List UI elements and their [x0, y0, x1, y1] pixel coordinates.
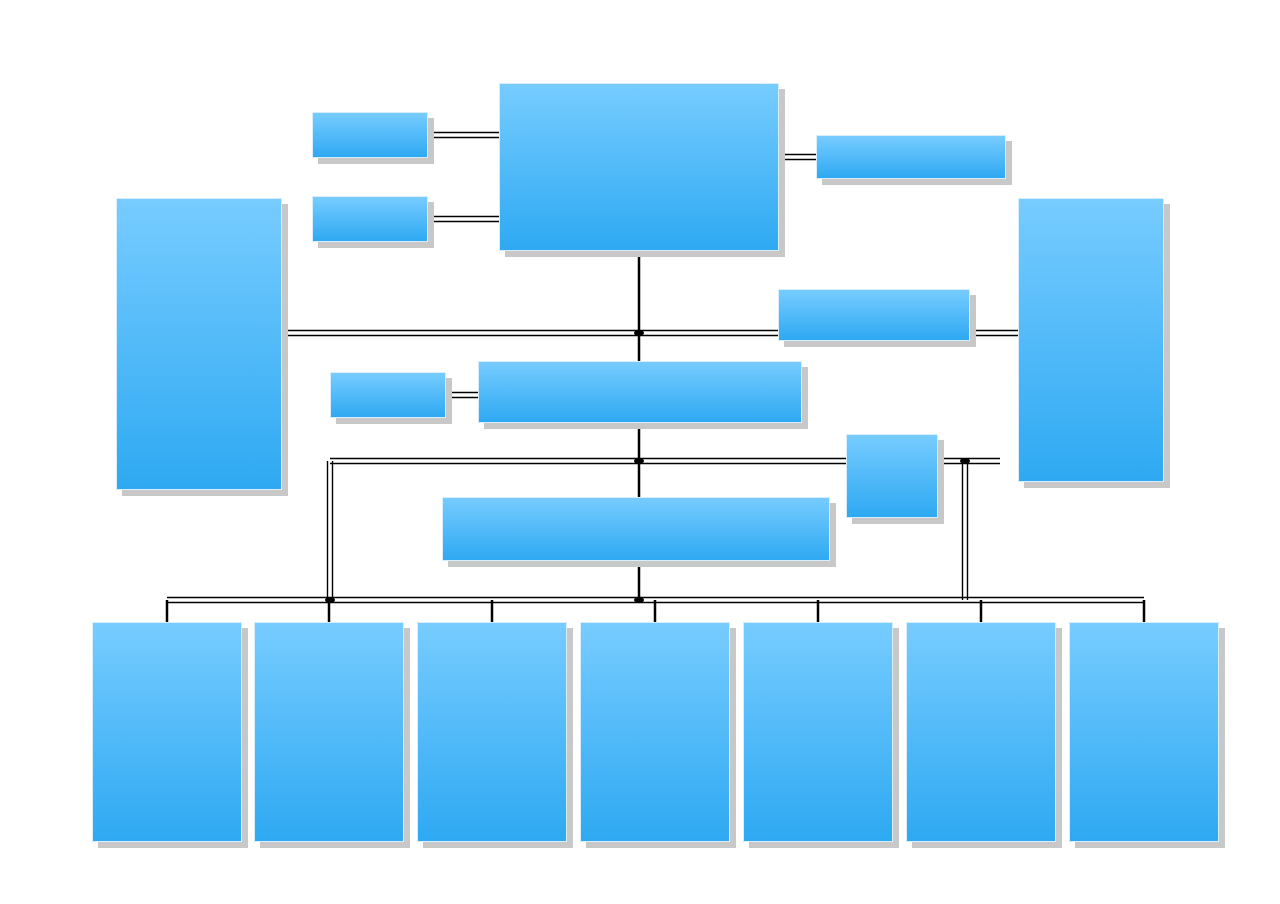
- node-bottom-7: [1069, 622, 1219, 842]
- node-bottom-4: [580, 622, 730, 842]
- node-face: [417, 622, 567, 842]
- node-top-main: [499, 83, 779, 251]
- node-face: [816, 135, 1006, 179]
- node-mid-center: [478, 361, 802, 423]
- node-bottom-6: [906, 622, 1056, 842]
- node-face: [1018, 198, 1164, 482]
- node-bottom-5: [743, 622, 893, 842]
- node-face: [312, 196, 428, 242]
- node-face: [330, 372, 446, 418]
- node-face: [312, 112, 428, 158]
- node-bottom-2: [254, 622, 404, 842]
- node-face: [442, 497, 830, 561]
- node-mid-right-wide: [778, 289, 970, 341]
- node-right-tall: [1018, 198, 1164, 482]
- node-face: [478, 361, 802, 423]
- org-chart-diagram: [0, 0, 1280, 904]
- node-face: [116, 198, 282, 490]
- node-face: [580, 622, 730, 842]
- node-top-left-small-1: [312, 112, 428, 158]
- node-face: [743, 622, 893, 842]
- node-top-right-wide: [816, 135, 1006, 179]
- node-face: [254, 622, 404, 842]
- node-face: [499, 83, 779, 251]
- node-face: [1069, 622, 1219, 842]
- node-face: [778, 289, 970, 341]
- node-left-tall: [116, 198, 282, 490]
- node-top-left-small-2: [312, 196, 428, 242]
- node-bottom-1: [92, 622, 242, 842]
- node-face: [846, 434, 938, 518]
- node-face: [92, 622, 242, 842]
- node-square: [846, 434, 938, 518]
- node-lower-wide: [442, 497, 830, 561]
- node-face: [906, 622, 1056, 842]
- node-mid-left-small: [330, 372, 446, 418]
- node-bottom-3: [417, 622, 567, 842]
